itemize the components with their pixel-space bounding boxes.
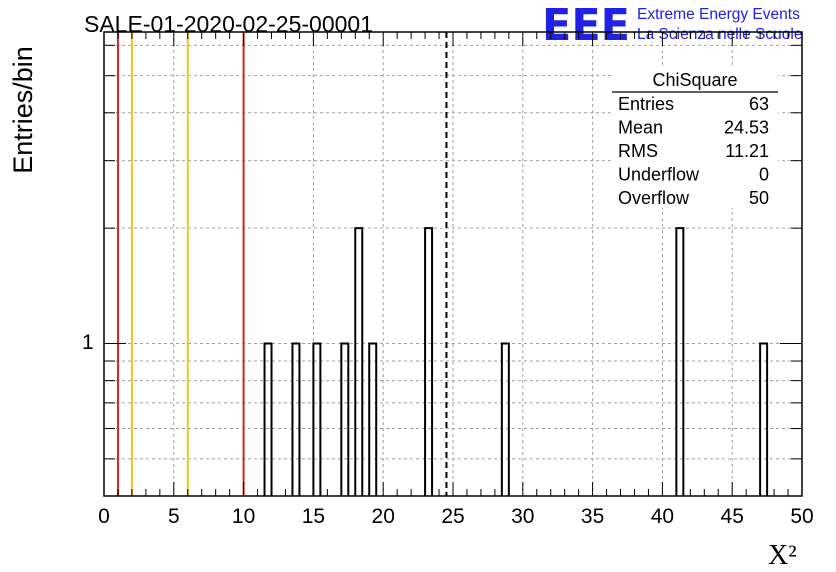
histogram-bar (263, 342, 273, 496)
plot-title: SALE-01-2020-02-25-00001 (84, 11, 373, 37)
x-tick-label: 25 (441, 505, 464, 528)
x-tick-label: 35 (581, 505, 604, 528)
stats-row-label: Overflow (618, 188, 690, 208)
x-tick-label: 50 (790, 505, 813, 528)
stats-row-label: Mean (618, 118, 663, 138)
axis-ticks (103, 32, 803, 496)
logo-line-1: Extreme Energy Events (637, 6, 800, 23)
histogram-bar (368, 342, 378, 496)
histogram-bar (424, 227, 434, 496)
logo-line-2: La Scienza nelle Scuole (637, 26, 802, 43)
histogram-bars (263, 227, 769, 496)
stats-row-value: 50 (749, 188, 769, 208)
stats-box-background (612, 68, 778, 208)
stats-row-value: 0 (759, 165, 769, 185)
eee-logo: EEE Extreme Energy Events La Scienza nel… (542, 0, 802, 51)
stats-row-value: 11.21 (725, 141, 769, 161)
histogram-bar (291, 342, 301, 496)
x-tick-label: 30 (511, 505, 534, 528)
x-tick-label: 20 (372, 505, 395, 528)
stats-row-value: 63 (749, 94, 769, 114)
stats-box-title: ChiSquare (652, 70, 737, 90)
stats-row-label: Entries (618, 94, 674, 114)
y-tick-label-1: 1 (82, 331, 94, 354)
stats-box: ChiSquare Entries 63 Mean 24.53 RMS 11.21 Unde… (612, 68, 778, 208)
histogram-bar (312, 342, 322, 496)
histogram-bar (759, 342, 769, 496)
logo-mark: EEE (542, 0, 630, 51)
histogram-bar (354, 227, 364, 496)
x-tick-labels: 0 5 10 15 20 25 30 35 40 45 50 (98, 505, 814, 528)
x-tick-label: 5 (168, 505, 180, 528)
x-tick-label: 45 (721, 505, 744, 528)
stats-row-value: 24.53 (724, 118, 769, 138)
histogram-bar (500, 342, 510, 496)
stats-row-label: RMS (618, 141, 658, 161)
threshold-lines (116, 32, 448, 496)
x-tick-label: 0 (98, 505, 110, 528)
histogram-bar (340, 342, 350, 496)
x-tick-label: 10 (232, 505, 255, 528)
x-axis-title: X² (768, 540, 797, 571)
x-tick-label: 40 (651, 505, 674, 528)
stats-row-label: Underflow (618, 165, 700, 185)
x-tick-label: 15 (302, 505, 325, 528)
y-axis-title: Entries/bin (8, 46, 38, 174)
histogram-bar (675, 227, 685, 496)
